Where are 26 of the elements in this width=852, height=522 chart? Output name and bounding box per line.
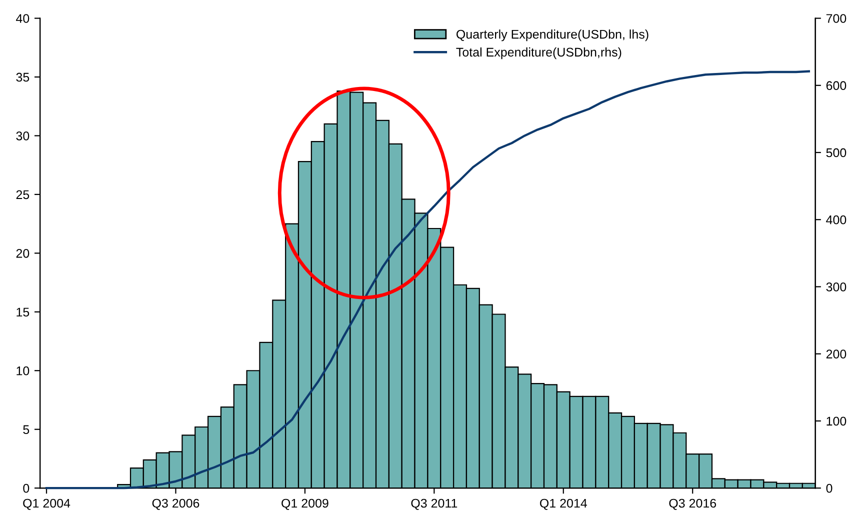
y2-tick-label: 700 xyxy=(826,14,846,23)
y2-tick-label: 200 xyxy=(826,350,846,358)
y-tick-label: 35 xyxy=(16,72,30,82)
y-tick-label: 30 xyxy=(16,132,30,140)
y-tick-label: 10 xyxy=(16,366,30,376)
line-series xyxy=(45,70,810,490)
y-tick-label: 20 xyxy=(16,248,30,258)
x-tick-label: Q3 2006 xyxy=(152,498,200,510)
x-tick-label: Q3 2016 xyxy=(669,498,716,510)
y-tick-label: 5 xyxy=(23,425,30,434)
x-tick-label: Q3 2011 xyxy=(411,498,458,510)
y-tick-label: 0 xyxy=(23,484,30,493)
y2-tick-label: 300 xyxy=(826,282,846,292)
y2-tick-label: 0 xyxy=(826,484,832,493)
y-tick-label: 15 xyxy=(16,308,30,317)
y-tick-label: 40 xyxy=(16,14,30,23)
x-tick-label: Q1 2004 xyxy=(23,498,70,510)
y2-tick-label: 600 xyxy=(826,81,846,90)
legend-label: Quarterly Expenditure(USDbn, lhs) xyxy=(456,30,648,42)
y2-tick-label: 100 xyxy=(826,416,846,426)
x-tick-label: Q1 2009 xyxy=(282,498,328,510)
x-tick-label: Q1 2014 xyxy=(540,498,587,510)
y2-tick-label: 500 xyxy=(826,148,846,158)
legend-label: Total Expenditure(USDbn,rhs) xyxy=(456,47,622,60)
y-tick-label: 25 xyxy=(16,190,30,200)
y2-tick-label: 400 xyxy=(826,215,846,224)
